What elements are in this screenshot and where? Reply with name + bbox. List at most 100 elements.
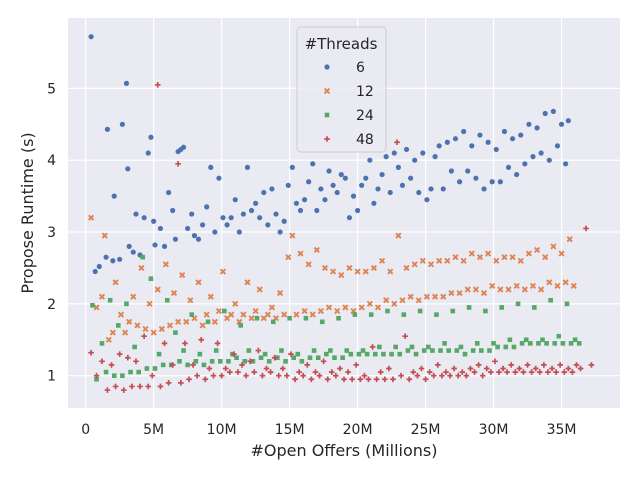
data-point [314, 207, 320, 214]
data-point [179, 272, 186, 279]
data-point [271, 354, 278, 361]
data-point [524, 362, 531, 368]
data-point [477, 132, 483, 138]
data-point [169, 362, 176, 368]
data-point [304, 362, 311, 368]
data-point [338, 171, 344, 178]
data-point [557, 362, 563, 368]
data-point [448, 168, 455, 174]
data-point [281, 218, 287, 224]
data-point [189, 312, 195, 317]
data-point [324, 376, 331, 383]
data-point [125, 166, 131, 172]
data-point [170, 290, 178, 297]
data-point [372, 351, 378, 357]
legend-entries: 6 12 24 48 [323, 60, 374, 148]
data-point [462, 351, 468, 357]
data-point [202, 376, 209, 383]
x-tick-label: 15M [275, 422, 305, 438]
data-point [326, 168, 332, 174]
data-point [226, 359, 231, 364]
data-point [412, 157, 418, 163]
data-point [194, 372, 200, 379]
data-point [240, 311, 247, 318]
data-point [368, 312, 374, 317]
data-point [130, 293, 137, 300]
data-point [145, 150, 151, 156]
data-point [459, 369, 466, 375]
data-point [550, 108, 556, 114]
data-point [514, 171, 520, 178]
data-point [319, 319, 325, 325]
data-point [386, 365, 392, 372]
data-point [284, 372, 290, 379]
data-point [403, 264, 410, 272]
data-point [475, 362, 482, 368]
data-point [436, 257, 443, 264]
data-point [476, 254, 484, 261]
data-point [112, 383, 119, 390]
data-point [213, 348, 219, 353]
data-point [565, 365, 572, 372]
data-point [318, 186, 324, 192]
data-point [538, 286, 545, 293]
data-point [534, 125, 540, 131]
data-point [565, 118, 571, 124]
data-point [370, 264, 377, 272]
legend-marker [324, 64, 330, 70]
data-point [564, 301, 570, 307]
data-point [489, 179, 495, 185]
data-point [180, 144, 187, 150]
data-point [518, 132, 524, 138]
data-point [116, 323, 121, 328]
data-point [544, 341, 549, 346]
data-point [183, 318, 190, 325]
data-point [247, 358, 253, 365]
data-point [224, 222, 230, 228]
data-point [469, 143, 475, 149]
data-point [93, 304, 100, 311]
data-point [193, 359, 199, 364]
data-point [301, 197, 308, 203]
data-point [208, 164, 214, 170]
data-point [536, 369, 543, 375]
data-point [303, 315, 309, 321]
data-point [185, 362, 190, 368]
data-point [435, 362, 441, 368]
data-point [402, 333, 408, 339]
data-point [88, 214, 95, 221]
data-point [381, 376, 388, 383]
data-point [248, 207, 255, 214]
data-point [438, 348, 443, 353]
data-point [231, 351, 237, 357]
data-point [256, 286, 263, 293]
data-point [125, 354, 131, 361]
data-point [268, 304, 276, 311]
data-point [519, 341, 525, 346]
data-point [90, 302, 95, 308]
data-point [393, 344, 398, 350]
data-point [444, 139, 450, 145]
data-point [540, 337, 545, 343]
data-point [228, 311, 235, 318]
x-tick-label: 0 [81, 422, 90, 438]
data-point [425, 344, 431, 350]
data-point [243, 372, 249, 379]
y-tick-label: 3 [47, 225, 56, 241]
data-point [124, 301, 129, 307]
data-point [401, 312, 407, 317]
legend-entry-24: 24 [324, 108, 374, 124]
data-point [289, 232, 296, 239]
data-point [330, 182, 336, 188]
data-point [489, 282, 496, 289]
data-point [285, 182, 291, 188]
data-point [488, 369, 494, 375]
data-point [509, 136, 516, 142]
data-point [479, 348, 484, 353]
data-point [204, 204, 210, 210]
data-point [265, 222, 271, 228]
data-point [346, 264, 353, 272]
data-point [132, 344, 137, 350]
data-point [427, 261, 435, 268]
data-point [577, 365, 584, 372]
